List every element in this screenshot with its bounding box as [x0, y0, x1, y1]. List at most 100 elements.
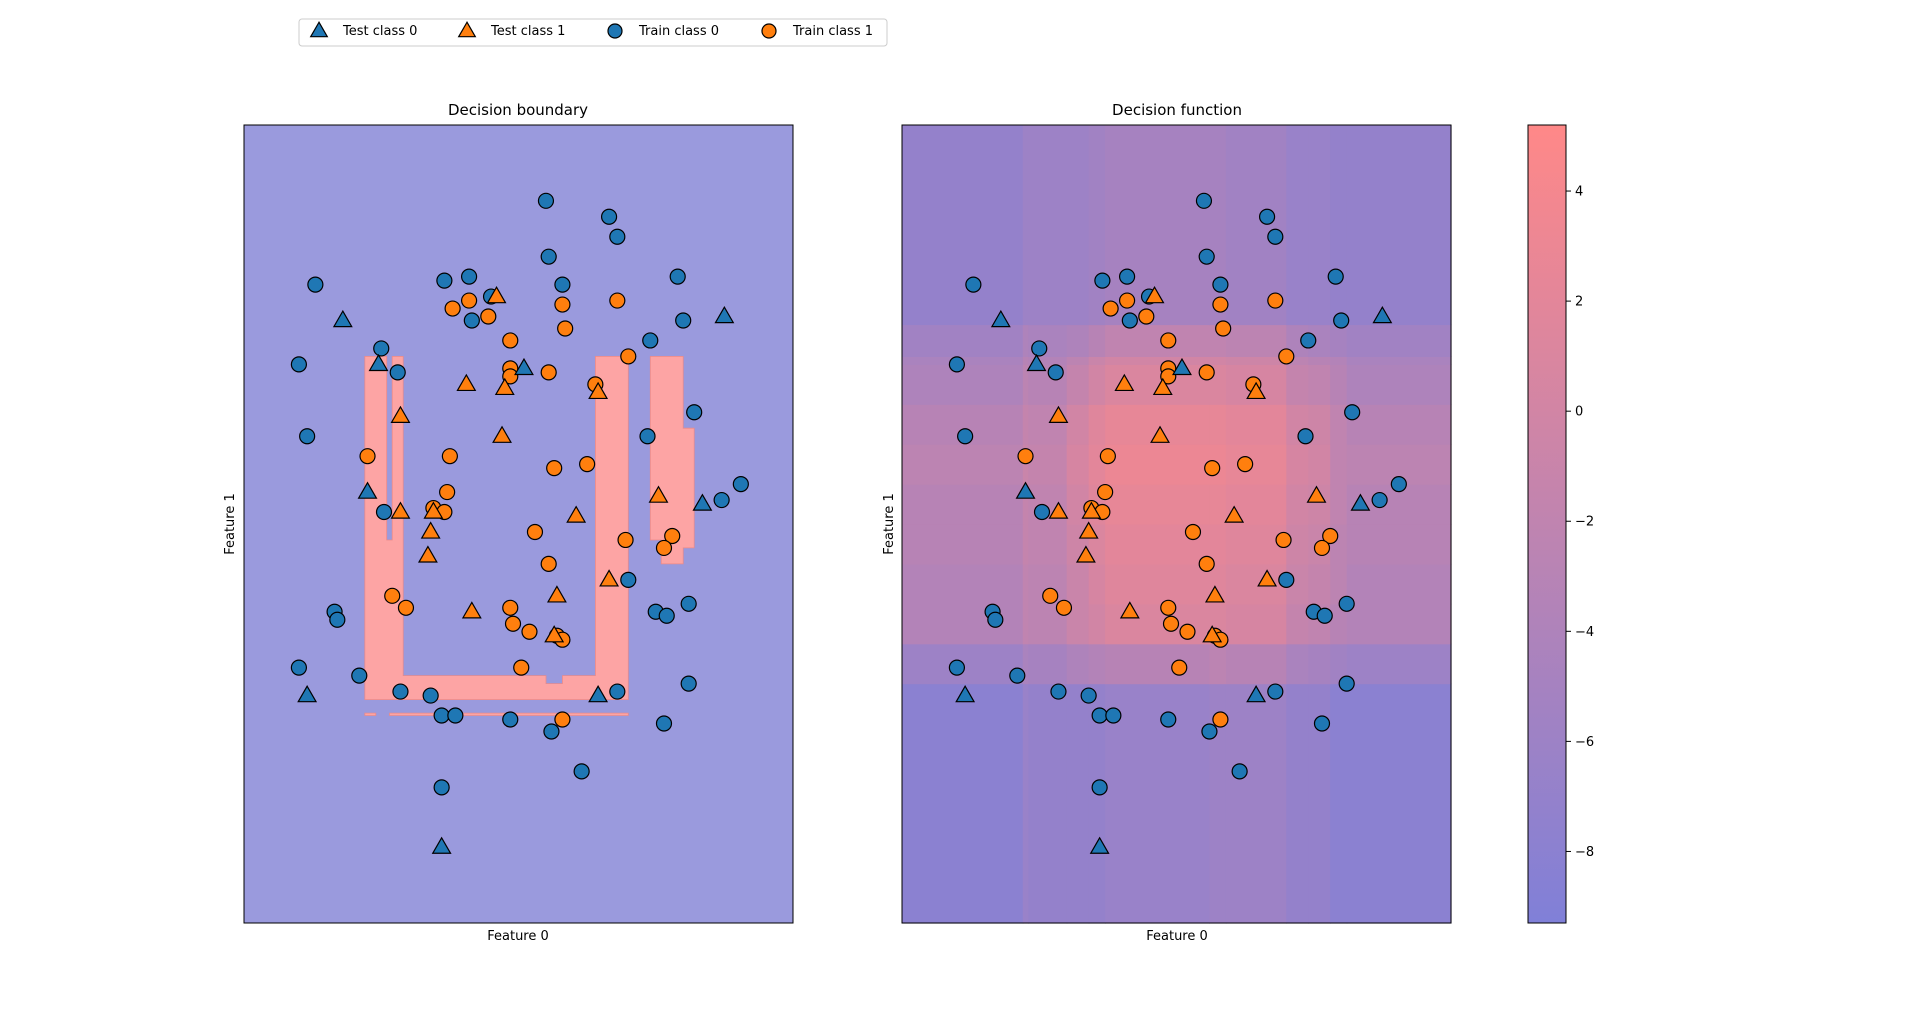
test-class-1-point [492, 425, 512, 443]
heatmap-cell [1028, 683, 1068, 924]
train-class-0-point [620, 571, 637, 588]
train-class-0-point [373, 340, 390, 357]
train-class-0-point [1198, 248, 1215, 265]
test-class-0-point [357, 481, 378, 499]
train-class-1-point [521, 623, 538, 640]
test-class-1-point [461, 601, 482, 619]
train-class-1-point [1118, 292, 1136, 309]
colorbar-tick-label: −4 [1575, 625, 1594, 640]
heatmap-cell [1286, 563, 1309, 605]
heatmap-cell [1066, 484, 1090, 525]
heatmap-cell [1286, 643, 1309, 685]
legend-marker [457, 21, 477, 38]
train-class-0-point [299, 428, 316, 445]
train-class-1-point [1267, 292, 1284, 309]
train-class-1-point [655, 539, 673, 557]
train-class-1-point [1171, 659, 1188, 676]
heatmap-cell [1209, 125, 1227, 326]
heatmap-cell [1088, 356, 1106, 365]
train-class-1-point [444, 300, 461, 317]
y-axis-label: Feature 1 [223, 493, 238, 555]
heatmap-cell [1346, 603, 1452, 645]
test-class-0-point [1089, 836, 1110, 854]
heatmap-cell [1330, 404, 1348, 445]
train-class-0-point [948, 659, 966, 676]
colorbar-tick-label: 4 [1575, 185, 1583, 200]
heatmap-cell [1209, 356, 1227, 365]
heatmap-cell [1088, 563, 1106, 605]
train-class-0-point [433, 779, 450, 796]
heatmap-cell [1088, 643, 1106, 685]
heatmap-cell [902, 484, 1024, 525]
train-class-0-point [948, 356, 966, 373]
heatmap-cell [1346, 563, 1452, 605]
heatmap-cell [1088, 404, 1106, 445]
test-class-0-point [692, 493, 713, 511]
train-class-1-point [1160, 599, 1177, 616]
train-class-0-point [1231, 763, 1248, 780]
heatmap-cell [902, 324, 1024, 357]
test-class-1-point [1048, 405, 1069, 423]
train-class-0-point [554, 276, 571, 293]
test-class-0-point [1015, 481, 1036, 499]
train-class-1-point [397, 599, 415, 616]
train-class-1-point [1160, 332, 1177, 349]
train-class-1-point [1097, 483, 1114, 501]
colorbar-gradient [1527, 124, 1567, 924]
test-class-1-point [599, 569, 620, 587]
heatmap-cell [902, 125, 1024, 326]
train-class-0-point [1201, 723, 1218, 740]
train-class-0-point [642, 332, 659, 349]
test-class-1-point [390, 501, 411, 519]
train-class-1-point [664, 527, 681, 545]
train-class-1-point [554, 711, 571, 728]
train-class-0-point [1091, 779, 1108, 796]
train-class-0-point [680, 595, 697, 612]
plot-decision-boundary: Decision boundary Feature 0 Feature 1 [223, 101, 794, 944]
train-class-0-point [658, 607, 675, 624]
heatmap-cell [1225, 683, 1287, 924]
train-class-0-point [1094, 272, 1111, 289]
train-class-1-point [513, 659, 530, 676]
legend-entry-train-class-1: Train class 1 [761, 23, 873, 39]
heatmap-cell [1346, 324, 1452, 357]
train-class-0-point [680, 675, 697, 692]
train-class-0-point [1258, 208, 1276, 225]
heatmap-cell [1225, 444, 1287, 485]
heatmap-cell [902, 603, 1024, 645]
heatmap-cell [1105, 356, 1210, 365]
colorbar-tick-label: −6 [1575, 735, 1594, 750]
colorbar: 4 2 0 −2 −4 −6 −8 [1527, 124, 1594, 924]
test-class-1-point [494, 377, 515, 396]
legend-marker-test-class-0 [309, 21, 329, 38]
legend-entry-test-class-1: Test class 1 [457, 21, 565, 39]
heatmap-cell [1330, 603, 1348, 645]
train-class-1-point [1275, 531, 1292, 549]
test-class-0-point [1246, 684, 1267, 703]
test-class-0-point [1372, 305, 1393, 324]
test-class-1-point [1306, 485, 1327, 503]
heatmap-cell [1028, 444, 1068, 485]
test-class-1-point [566, 505, 587, 523]
train-class-1-point [1212, 711, 1229, 728]
test-class-0-point [297, 684, 318, 703]
colorbar-tick-label: −8 [1575, 845, 1594, 860]
heatmap-cell [1330, 356, 1348, 365]
heatmap-cell [1286, 324, 1309, 357]
train-class-0-point [392, 683, 409, 700]
train-class-1-point [554, 296, 571, 313]
heatmap-cell [1066, 683, 1090, 924]
legend-marker-test-class-1 [457, 21, 477, 38]
train-class-1-point [620, 348, 637, 365]
train-class-0-point [732, 476, 749, 493]
colorbar-tick-label: 0 [1575, 405, 1583, 420]
test-class-1-point [1246, 381, 1267, 400]
heatmap-cell [1308, 125, 1331, 326]
train-class-0-point [609, 683, 626, 700]
legend-marker [761, 23, 777, 39]
train-class-0-point [502, 711, 519, 728]
heatmap-cell [1308, 364, 1331, 405]
train-class-0-point [600, 208, 618, 225]
test-class-1-point [1078, 521, 1099, 539]
heatmap-cell [1105, 444, 1210, 485]
